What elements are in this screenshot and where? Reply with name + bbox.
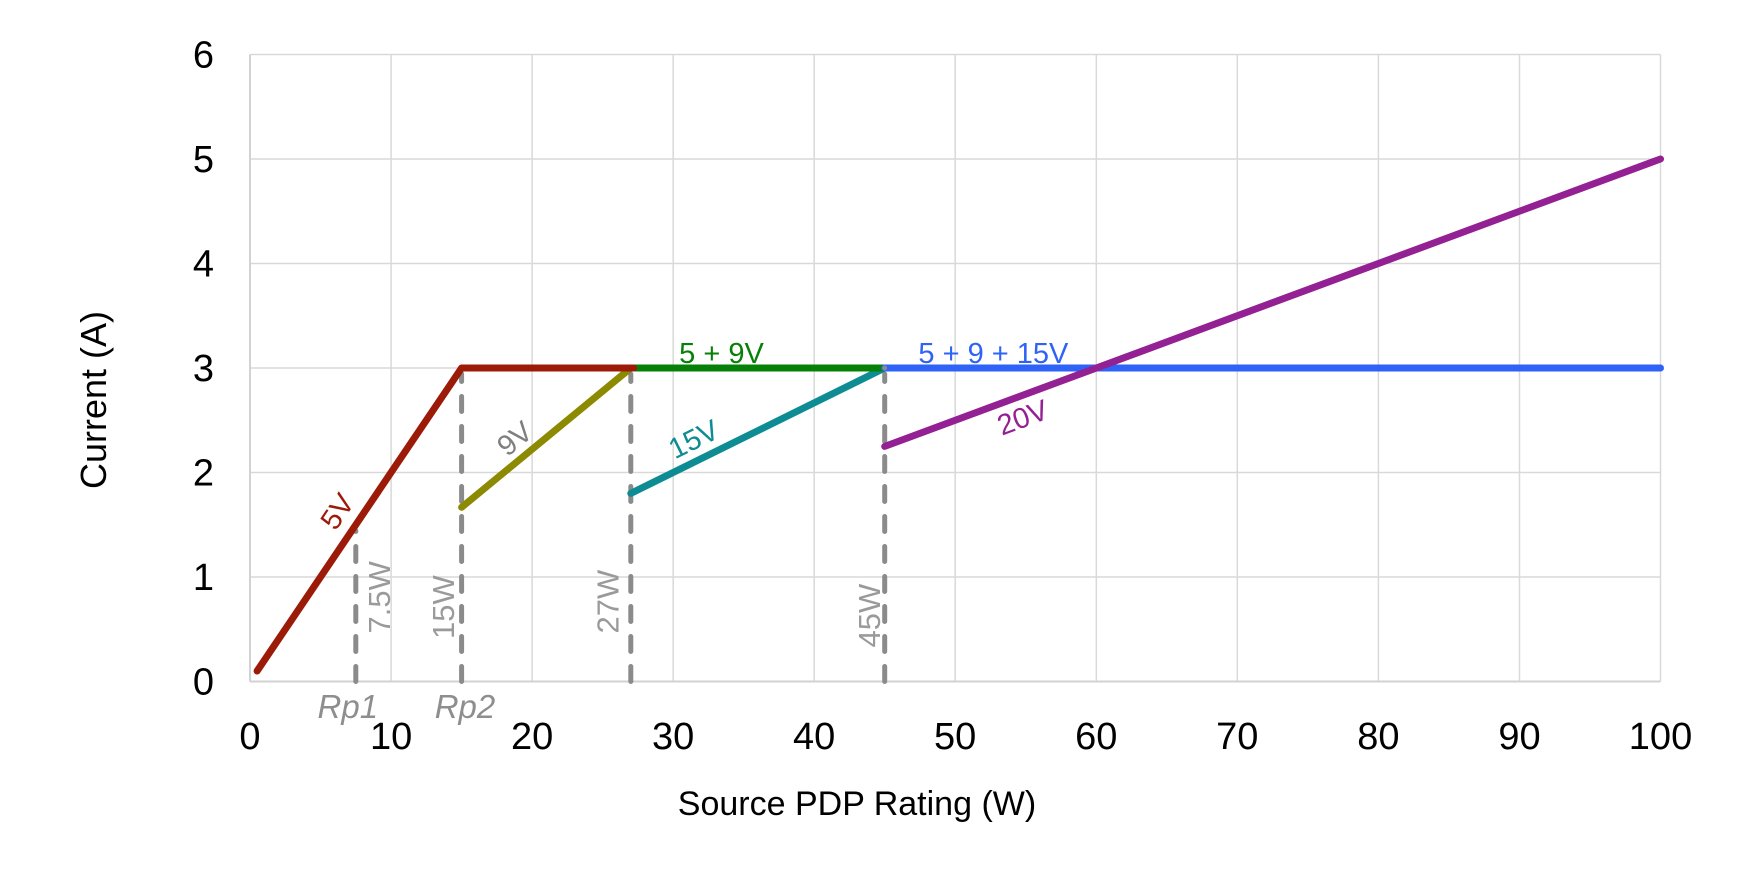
svg-text:27W: 27W xyxy=(591,569,626,633)
svg-text:0: 0 xyxy=(193,662,214,704)
svg-text:80: 80 xyxy=(1357,716,1399,758)
svg-text:5: 5 xyxy=(193,139,214,181)
svg-text:5 + 9 + 15V: 5 + 9 + 15V xyxy=(918,338,1069,370)
svg-text:50: 50 xyxy=(934,716,976,758)
svg-text:Rp1: Rp1 xyxy=(318,688,379,725)
svg-text:Current (A): Current (A) xyxy=(73,311,114,489)
svg-text:1: 1 xyxy=(193,557,214,599)
svg-text:4: 4 xyxy=(193,244,214,286)
svg-text:6: 6 xyxy=(193,35,214,77)
svg-text:Source PDP Rating (W): Source PDP Rating (W) xyxy=(678,785,1036,823)
svg-text:90: 90 xyxy=(1498,716,1540,758)
svg-text:60: 60 xyxy=(1075,716,1117,758)
svg-text:70: 70 xyxy=(1216,716,1258,758)
svg-text:30: 30 xyxy=(652,716,694,758)
svg-text:40: 40 xyxy=(793,716,835,758)
svg-text:7.5W: 7.5W xyxy=(362,560,397,633)
svg-text:15W: 15W xyxy=(426,575,461,639)
svg-text:5 + 9V: 5 + 9V xyxy=(679,338,764,370)
svg-text:0: 0 xyxy=(239,716,260,758)
svg-text:Rp2: Rp2 xyxy=(435,688,496,725)
svg-text:10: 10 xyxy=(370,716,412,758)
svg-text:20: 20 xyxy=(511,716,553,758)
svg-text:45W: 45W xyxy=(852,583,887,647)
svg-text:100: 100 xyxy=(1629,716,1692,758)
svg-text:2: 2 xyxy=(193,453,214,495)
svg-text:3: 3 xyxy=(193,348,214,390)
